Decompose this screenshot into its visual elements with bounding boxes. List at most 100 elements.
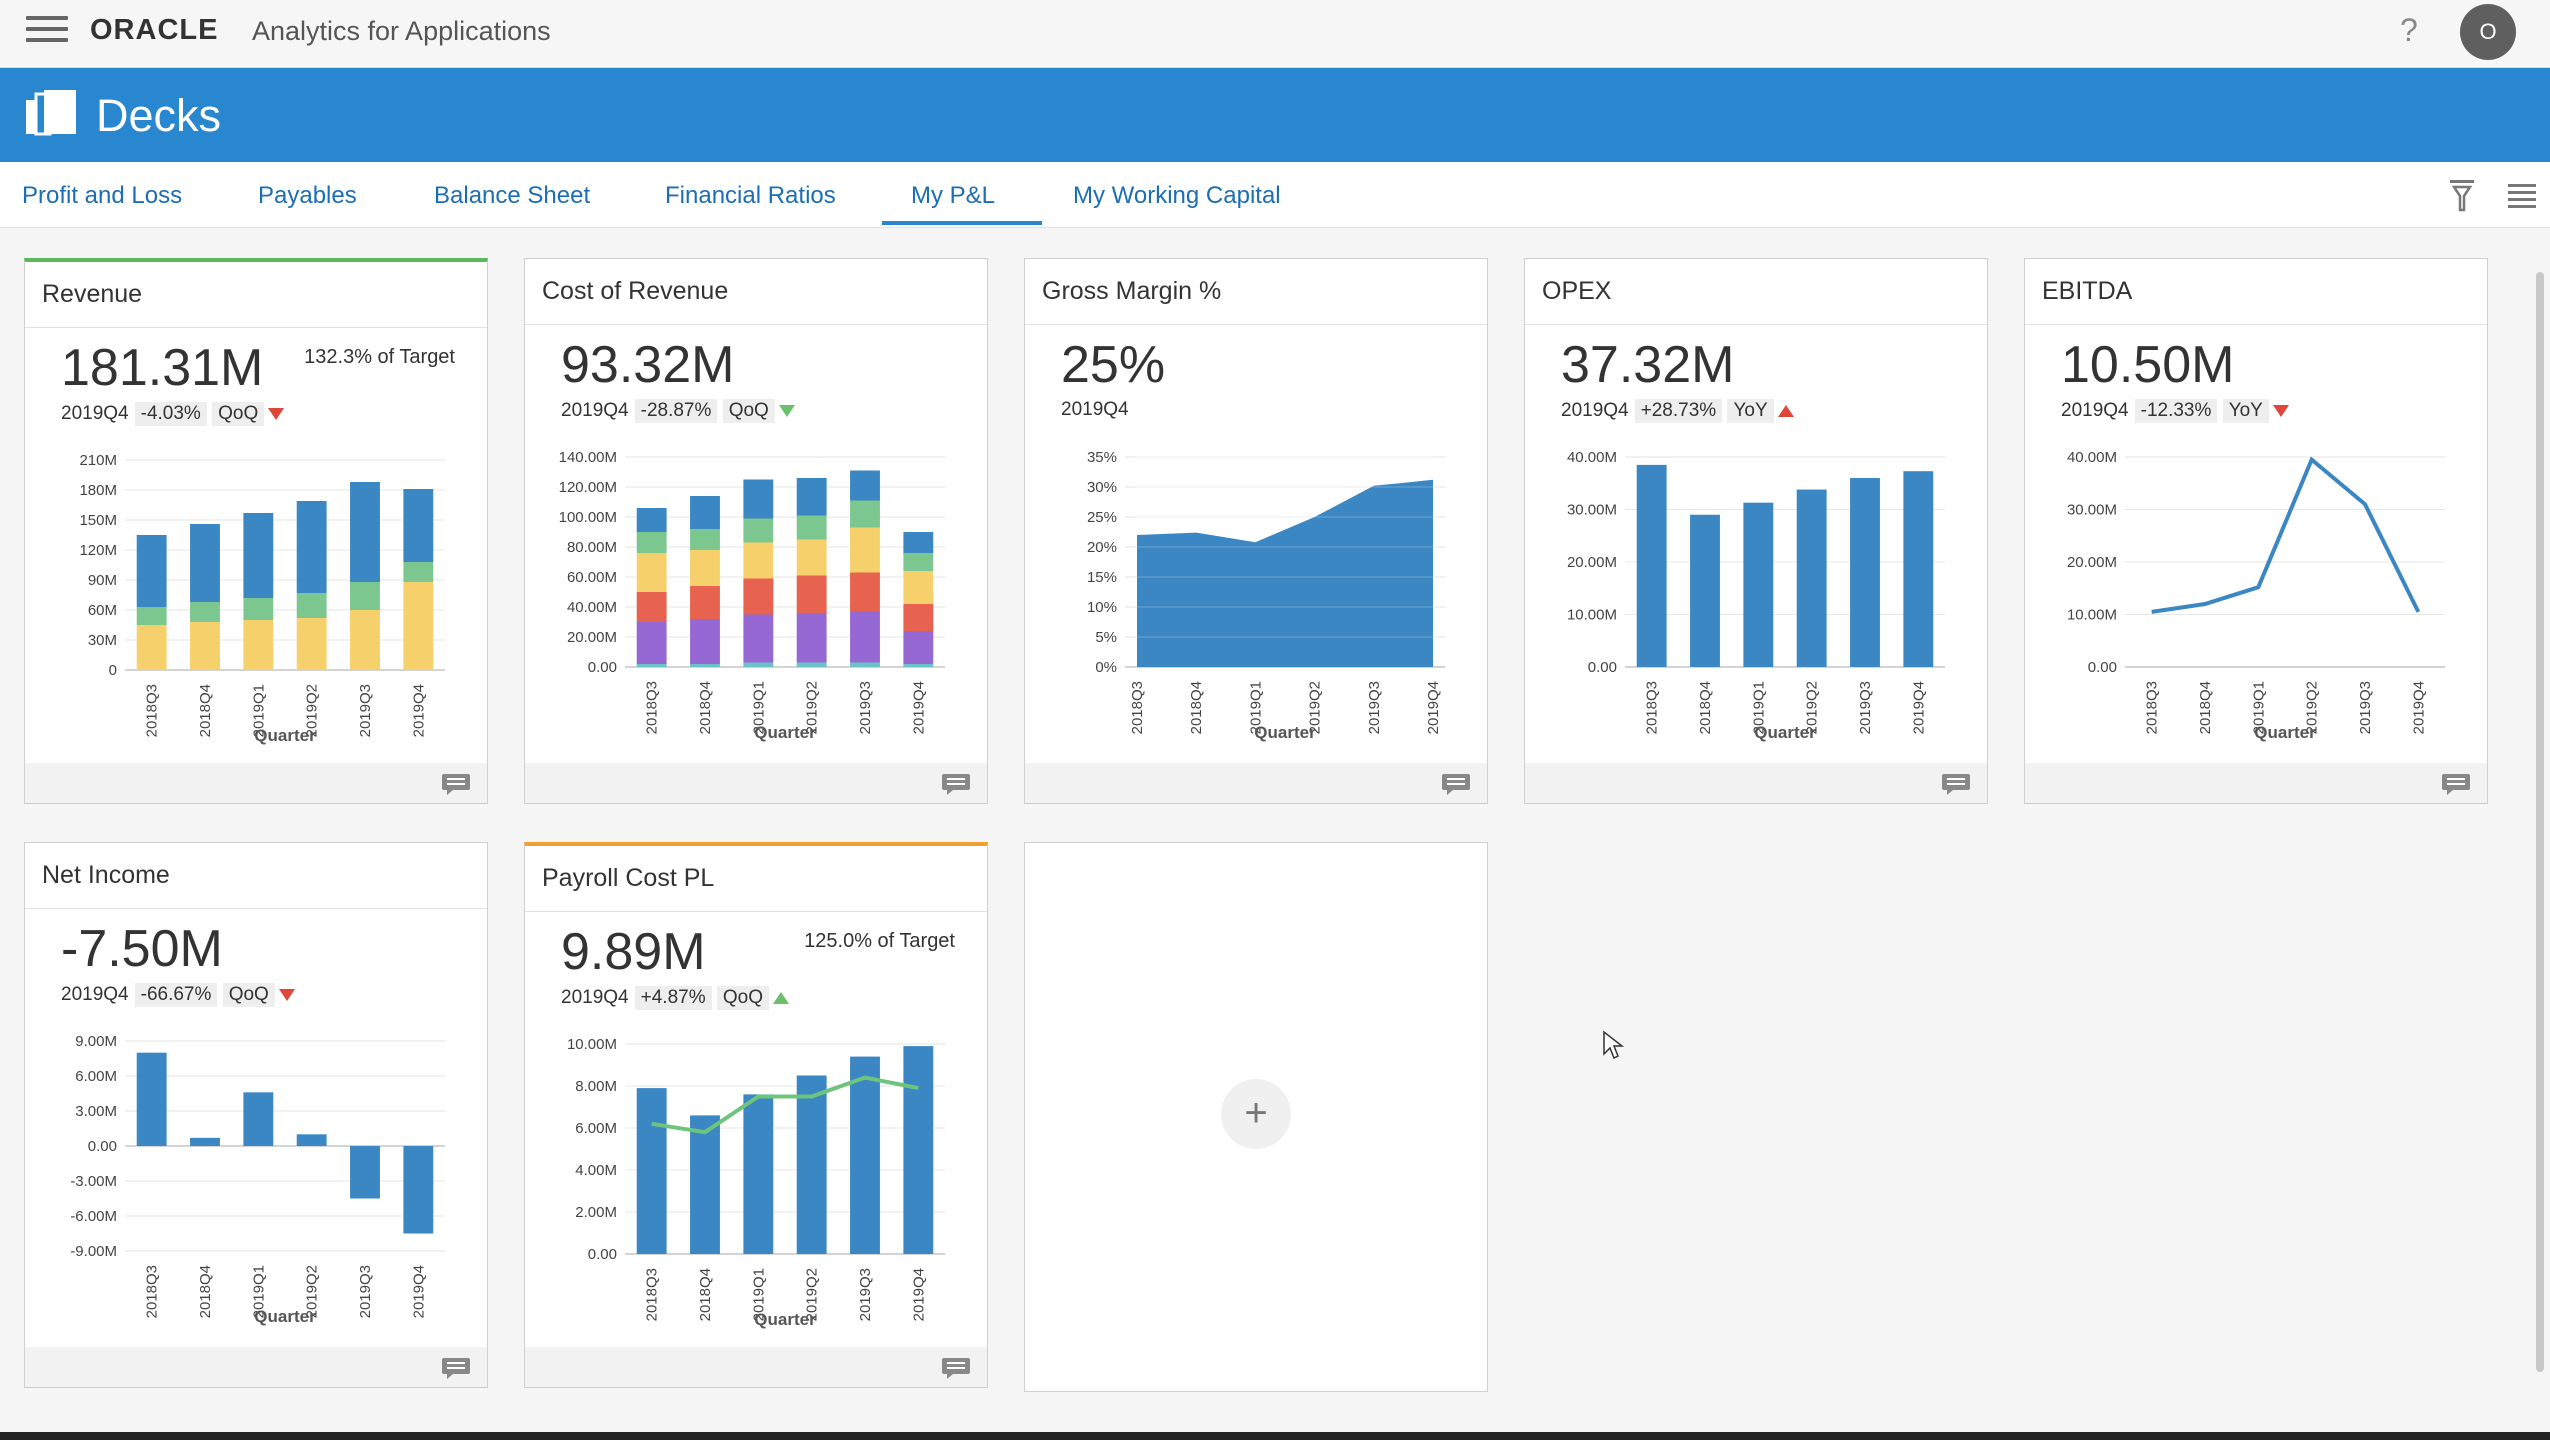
bar bbox=[350, 1146, 380, 1199]
bar bbox=[136, 1052, 167, 1146]
x-tick-label: 2019Q2 bbox=[804, 1268, 821, 1321]
comment-icon[interactable] bbox=[1441, 773, 1471, 795]
card-net-income[interactable]: Net Income -7.50M 2019Q4 -66.67% QoQ -9.0… bbox=[24, 842, 488, 1388]
bar-segment bbox=[243, 513, 274, 598]
card-payroll-cost[interactable]: Payroll Cost PL 9.89M 125.0% of Target 2… bbox=[524, 842, 988, 1388]
y-tick-label: 10.00M bbox=[1567, 607, 1617, 624]
comment-icon[interactable] bbox=[941, 1357, 971, 1379]
kpi-comparison: 2019Q4 +28.73% YoY bbox=[1561, 399, 1794, 423]
bar-segment bbox=[690, 550, 720, 586]
add-card-button[interactable]: + bbox=[1221, 1079, 1291, 1149]
card-header: EBITDA bbox=[2025, 259, 2487, 325]
oracle-logo: ORACLE bbox=[90, 14, 219, 46]
window-bottom-edge bbox=[0, 1432, 2550, 1440]
y-tick-label: 20% bbox=[1087, 539, 1117, 556]
card-ebitda[interactable]: EBITDA 10.50M 2019Q4 -12.33% YoY 0.00 10.0… bbox=[2024, 258, 2488, 804]
x-tick-label: 2019Q2 bbox=[304, 1265, 321, 1318]
y-tick-label: -3.00M bbox=[70, 1173, 117, 1190]
filter-icon[interactable] bbox=[2448, 178, 2476, 212]
x-tick-label: 2019Q2 bbox=[1307, 681, 1324, 734]
tab-profit-and-loss[interactable]: Profit and Loss bbox=[22, 182, 183, 209]
help-icon[interactable]: ? bbox=[2400, 12, 2418, 48]
bar-segment bbox=[636, 592, 667, 622]
tab-payables[interactable]: Payables bbox=[258, 182, 357, 209]
y-tick-label: 120.00M bbox=[559, 479, 617, 496]
trend-down-icon bbox=[278, 988, 295, 1001]
bar-segment bbox=[796, 662, 827, 667]
comment-icon[interactable] bbox=[941, 773, 971, 795]
y-tick-label: 30M bbox=[88, 632, 117, 649]
comment-icon[interactable] bbox=[441, 1357, 471, 1379]
period-label: 2019Q4 bbox=[1061, 399, 1129, 420]
bar-segment bbox=[743, 578, 774, 615]
bar-segment bbox=[850, 572, 880, 612]
x-tick-label: 2019Q4 bbox=[410, 684, 427, 737]
card-gross-margin[interactable]: Gross Margin % 25% 2019Q4 0% 5% 10% 15% 20% 2… bbox=[1024, 258, 1488, 804]
bar-segment bbox=[796, 478, 827, 516]
y-tick-label: 0.00 bbox=[588, 659, 617, 676]
y-tick-label: 80.00M bbox=[567, 539, 617, 556]
trend-up-icon bbox=[773, 991, 790, 1004]
compare-label: YoY bbox=[1727, 399, 1774, 423]
comment-icon[interactable] bbox=[2441, 773, 2471, 795]
x-tick-label: 2019Q3 bbox=[357, 684, 374, 737]
bar bbox=[243, 1092, 274, 1146]
target-percent: 132.3% of Target bbox=[304, 346, 455, 368]
card-revenue[interactable]: Revenue 181.31M 132.3% of Target 2019Q4-… bbox=[24, 258, 488, 804]
bar-segment bbox=[296, 618, 327, 670]
bar bbox=[1636, 464, 1667, 667]
bar-segment bbox=[903, 532, 934, 553]
scrollbar[interactable] bbox=[2536, 272, 2544, 1372]
y-tick-label: 0.00 bbox=[588, 1246, 617, 1263]
x-tick-label: 2019Q3 bbox=[1857, 681, 1874, 734]
y-tick-label: 0.00 bbox=[1588, 659, 1617, 676]
x-tick-label: 2019Q3 bbox=[1366, 681, 1383, 734]
user-avatar[interactable]: O bbox=[2460, 4, 2516, 60]
comment-icon[interactable] bbox=[1941, 773, 1971, 795]
kpi-value: 10.50M bbox=[2061, 336, 2235, 394]
card-cost-of-revenue[interactable]: Cost of Revenue 93.32M 2019Q4 -28.87% QoQ… bbox=[524, 258, 988, 804]
x-axis-label: Quarter bbox=[1254, 723, 1316, 742]
kpi-value: 37.32M bbox=[1561, 336, 1735, 394]
bar-segment bbox=[403, 562, 434, 582]
change-value: -28.87% bbox=[634, 399, 718, 423]
x-axis-label: Quarter bbox=[254, 1307, 316, 1326]
bar-segment bbox=[903, 631, 934, 664]
card-header: Cost of Revenue bbox=[525, 259, 987, 325]
compare-label: QoQ bbox=[222, 983, 275, 1007]
card-opex[interactable]: OPEX 37.32M 2019Q4 +28.73% YoY 0.00 10.00M… bbox=[1524, 258, 1988, 804]
y-tick-label: 3.00M bbox=[75, 1103, 117, 1120]
ebitda-chart: 0.00 10.00M 20.00M 30.00M 40.00M 2018Q3 2018Q4… bbox=[2067, 449, 2445, 742]
revenue-chart: 0 30M 60M 90M 120M 150M 180M 210M 2018Q3 2018Q4 20… bbox=[79, 452, 445, 745]
tab-my-working-capital[interactable]: My Working Capital bbox=[1073, 182, 1281, 209]
x-tick-label: 2019Q1 bbox=[250, 684, 267, 737]
bar bbox=[1796, 489, 1827, 667]
tab-financial-ratios[interactable]: Financial Ratios bbox=[665, 182, 836, 209]
y-tick-label: 0.00 bbox=[2088, 659, 2117, 676]
period-label: 2019Q4 bbox=[561, 400, 629, 421]
kpi-comparison: 2019Q4 bbox=[1061, 399, 1129, 421]
y-tick-label: 120M bbox=[79, 542, 117, 559]
target-line bbox=[651, 1075, 919, 1135]
bar bbox=[1690, 514, 1720, 667]
comment-icon[interactable] bbox=[441, 773, 471, 795]
bar-segment bbox=[190, 602, 220, 622]
bar-segment bbox=[796, 539, 827, 576]
list-menu-icon[interactable] bbox=[2508, 182, 2536, 210]
kpi-value: 181.31M bbox=[61, 339, 264, 397]
bar-segment bbox=[903, 553, 934, 571]
bar-segment bbox=[636, 622, 667, 664]
bar-segment bbox=[850, 527, 880, 573]
tab-my-pl[interactable]: My P&L bbox=[911, 182, 996, 209]
card-footer bbox=[1525, 763, 1987, 803]
y-tick-label: 9.00M bbox=[75, 1033, 117, 1050]
y-tick-label: 10.00M bbox=[567, 1036, 617, 1053]
bar-segment bbox=[850, 500, 880, 528]
x-tick-label: 2019Q1 bbox=[750, 1268, 767, 1321]
hamburger-menu-icon[interactable] bbox=[26, 14, 68, 46]
bar-segment bbox=[743, 518, 774, 543]
bar-segment bbox=[136, 625, 167, 670]
x-tick-label: 2019Q3 bbox=[857, 681, 874, 734]
card-title: OPEX bbox=[1542, 277, 1612, 305]
tab-balance-sheet[interactable]: Balance Sheet bbox=[434, 182, 591, 209]
